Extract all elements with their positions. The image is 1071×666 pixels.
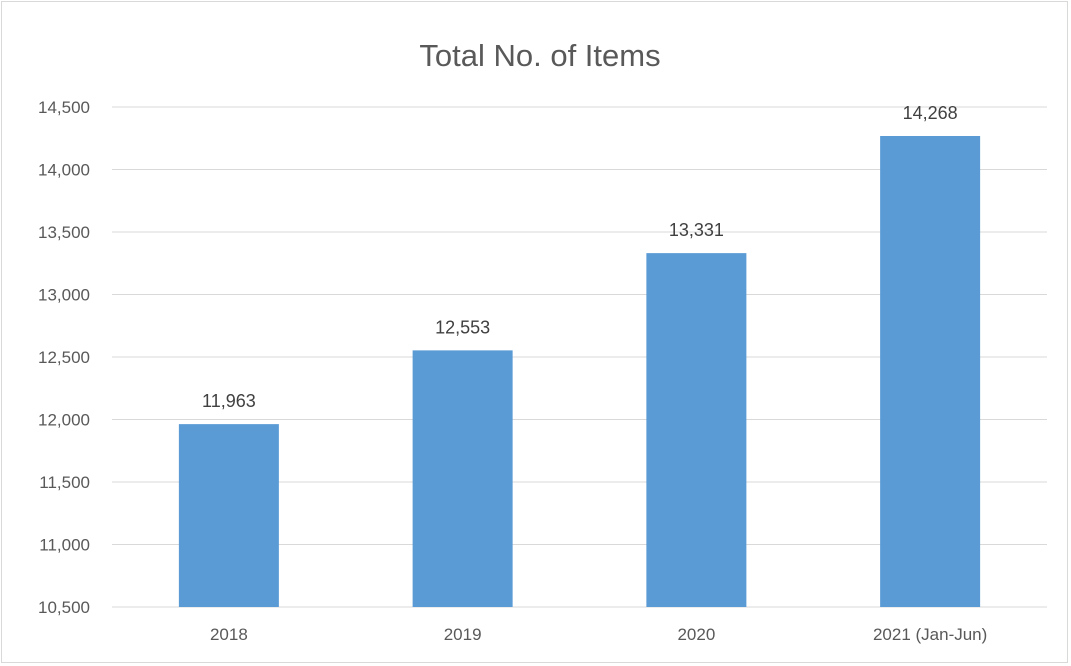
bar-2018: [178, 424, 279, 607]
data-label-2018: 11,963: [202, 391, 256, 411]
data-label-2021: 14,268: [903, 103, 958, 123]
x-tick-label: 2020: [677, 625, 715, 644]
bar-2020: [646, 253, 747, 607]
bar-2021: [880, 136, 981, 607]
bars: [178, 136, 981, 607]
data-label-2020: 13,331: [669, 220, 724, 240]
x-tick-label: 2018: [210, 625, 248, 644]
data-label-2019: 12,553: [435, 317, 490, 337]
y-tick-label: 11,500: [39, 473, 90, 492]
y-tick-label: 10,500: [38, 598, 90, 617]
x-axis-ticks: 2018 2019 2020 2021 (Jan-Jun): [210, 625, 987, 644]
x-tick-label: 2019: [444, 625, 482, 644]
y-axis-ticks: 10,500 11,000 11,500 12,000 12,500 13,000 13,5…: [38, 98, 90, 617]
y-tick-label: 12,000: [38, 411, 90, 430]
data-labels: 11,963 12,553 13,331 14,268: [202, 103, 958, 411]
y-tick-label: 13,500: [38, 223, 90, 242]
y-tick-label: 14,000: [38, 161, 90, 180]
y-tick-label: 11,000: [39, 536, 90, 555]
x-tick-label: 2021 (Jan-Jun): [873, 625, 987, 644]
chart-title: Total No. of Items: [419, 38, 660, 73]
y-tick-label: 14,500: [38, 98, 90, 117]
bar-2019: [412, 350, 513, 607]
y-tick-label: 12,500: [38, 348, 90, 367]
y-tick-label: 13,000: [38, 286, 90, 305]
